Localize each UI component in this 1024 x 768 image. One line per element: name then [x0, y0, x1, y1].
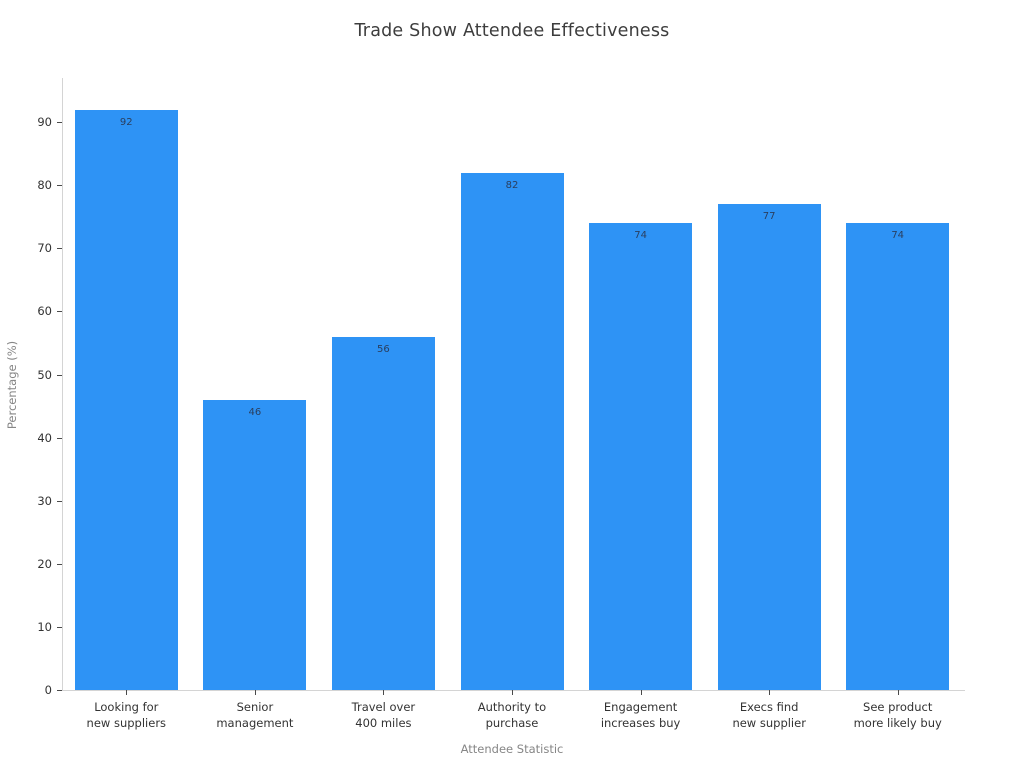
y-tick-label: 0 [44, 683, 52, 697]
y-tick-label: 90 [37, 115, 52, 130]
x-tick-mark [897, 690, 899, 695]
y-tick-mark [57, 185, 62, 187]
x-axis-line [62, 690, 965, 691]
bar-value-label: 92 [119, 116, 133, 128]
y-tick-mark [57, 437, 62, 439]
x-category-label: Engagement increases buy [576, 699, 705, 731]
bar-value-label: 74 [891, 230, 905, 242]
x-category-label: See product more likely buy [833, 699, 962, 731]
bar: 82 [460, 172, 564, 690]
x-category-label: Authority to purchase [448, 699, 577, 731]
y-tick-mark [57, 626, 62, 628]
x-tick-mark [512, 690, 513, 695]
y-axis-line [62, 78, 63, 690]
bar-value-label: 74 [634, 230, 647, 242]
bar-value-label: 77 [762, 211, 776, 223]
x-category-label-line: Travel over [351, 700, 416, 714]
y-tick-mark [57, 248, 62, 250]
x-category-label-line: Execs find [739, 700, 799, 714]
bar: 74 [846, 223, 950, 690]
x-category-label-line: new supplier [732, 716, 806, 730]
x-tick-mark [254, 690, 256, 695]
x-tick-mark [126, 690, 128, 695]
y-tick-mark [57, 122, 62, 124]
bar: 74 [589, 223, 693, 690]
y-tick-mark [57, 500, 62, 502]
y-tick-label: 50 [37, 367, 52, 382]
bar: 46 [203, 399, 307, 690]
bar: 92 [74, 109, 178, 690]
bar: 56 [331, 336, 435, 690]
x-category-label-line: Senior [236, 700, 274, 714]
x-category-label: Execs find new supplier [705, 699, 834, 731]
x-category-label-line: See product [863, 700, 933, 714]
x-category-label-line: Authority to [477, 700, 547, 714]
y-tick-label: 70 [37, 241, 52, 256]
bar-value-label: 82 [505, 179, 519, 191]
x-category-label-line: management [216, 716, 294, 730]
bar: 77 [717, 204, 821, 690]
y-tick-label: 20 [37, 556, 52, 571]
x-category-label: Travel over 400 miles [319, 699, 448, 731]
bar-value-label: 56 [377, 343, 390, 355]
y-tick-mark [57, 311, 62, 313]
chart-title: Trade Show Attendee Effectiveness [354, 21, 670, 41]
x-tick-mark [383, 690, 385, 695]
x-axis-title: Attendee Statistic [460, 742, 564, 756]
x-category-label-line: Engagement [603, 700, 678, 714]
x-category-label: Senior management [191, 699, 320, 731]
y-tick-mark [57, 374, 62, 376]
x-category-label-line: Looking for [94, 700, 159, 714]
x-category-label-line: increases buy [600, 716, 681, 730]
y-tick-label: 80 [37, 178, 52, 193]
bar-value-label: 46 [248, 406, 262, 418]
y-tick-label: 60 [37, 304, 52, 319]
y-axis-title: Percentage (%) [5, 340, 19, 430]
y-tick-mark [57, 563, 62, 565]
x-category-label: Looking for new suppliers [62, 699, 191, 731]
y-tick-label: 10 [37, 619, 52, 634]
x-category-label-line: new suppliers [86, 716, 167, 730]
x-category-label-line: more likely buy [853, 716, 942, 730]
x-tick-mark [640, 690, 642, 695]
x-category-label-line: purchase [485, 716, 539, 730]
y-tick-label: 40 [37, 430, 52, 445]
x-tick-mark [769, 690, 771, 695]
y-tick-mark [57, 690, 62, 691]
x-category-label-line: 400 miles [355, 716, 412, 730]
y-tick-label: 30 [37, 493, 52, 508]
